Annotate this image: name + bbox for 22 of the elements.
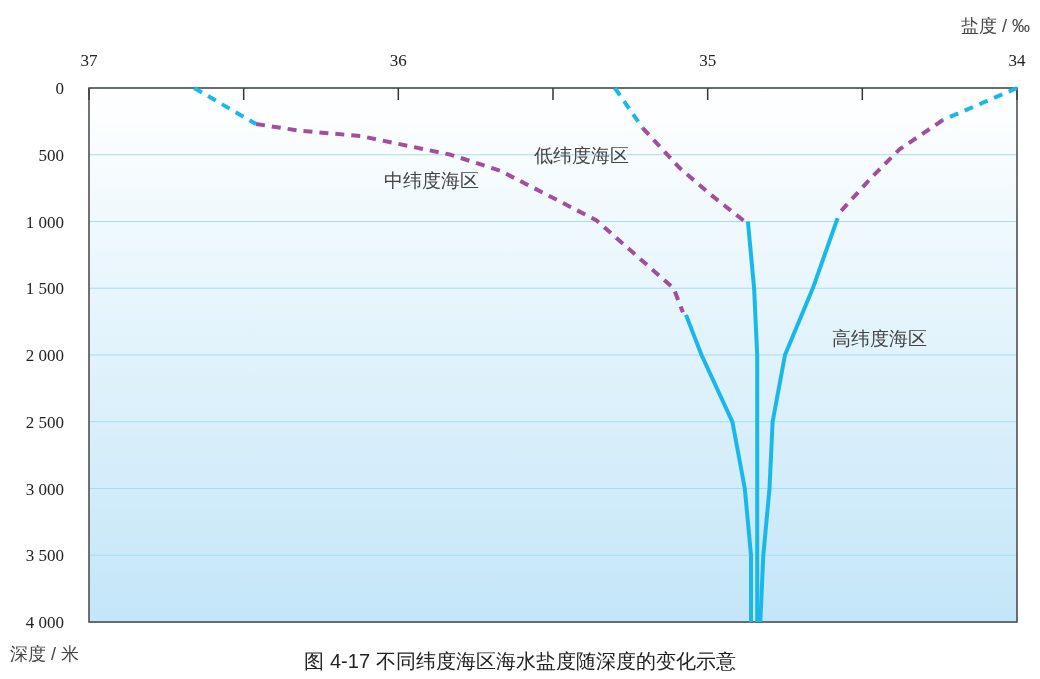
y-tick-label: 2 500 — [25, 412, 64, 432]
y-tick-label: 4 000 — [25, 613, 64, 632]
y-tick-label: 0 — [55, 79, 64, 98]
x-axis-title: 盐度 / ‰ — [960, 16, 1030, 36]
series-label: 中纬度海区 — [384, 169, 480, 191]
caption: 图 4-17 不同纬度海区海水盐度随深度的变化示意 — [304, 650, 736, 672]
x-tick-label: 34 — [1008, 51, 1026, 70]
y-tick-label: 1 000 — [25, 212, 64, 232]
series-label: 高纬度海区 — [831, 328, 927, 350]
y-tick-label: 2 000 — [25, 346, 64, 365]
y-tick-label: 3 500 — [25, 546, 64, 566]
y-tick-label: 500 — [38, 145, 64, 165]
y-axis-title: 深度 / 米 — [10, 644, 80, 664]
line-series — [254, 122, 685, 315]
line-series — [640, 126, 747, 224]
x-tick-label: 35 — [699, 51, 717, 70]
y-tick-label: 3 000 — [25, 479, 64, 499]
series-label: 低纬度海区 — [533, 145, 629, 167]
x-tick-label: 37 — [80, 51, 98, 70]
x-tick-label: 36 — [389, 51, 407, 70]
line-series — [684, 312, 753, 624]
y-tick-label: 1 500 — [25, 279, 64, 299]
